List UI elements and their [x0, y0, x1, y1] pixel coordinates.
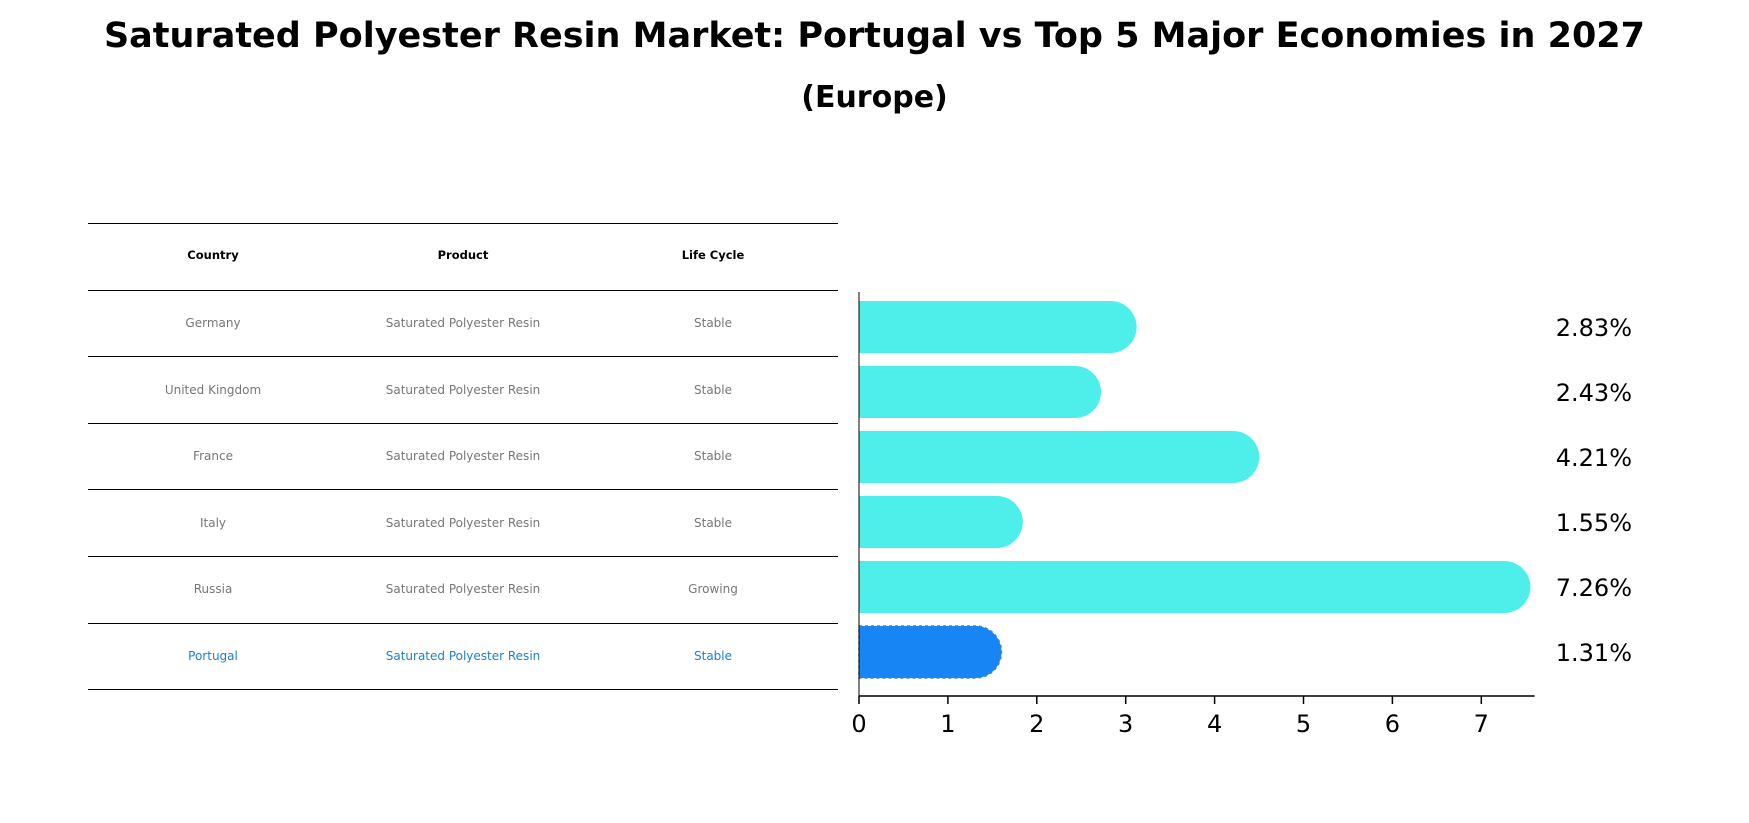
table-cell-life-cycle: Stable	[693, 515, 733, 530]
table-cell-country: Italy	[199, 515, 227, 530]
table-cell-product: Saturated Polyester Resin	[385, 315, 541, 330]
bar-france	[859, 431, 1260, 483]
table-cell-country: Russia	[193, 582, 233, 597]
x-tick-label: 6	[1385, 710, 1400, 738]
table-cell-country: France	[193, 449, 233, 464]
table-header: Life Cycle	[681, 248, 745, 263]
value-label: 2.83%	[1556, 314, 1632, 342]
table-rule	[88, 223, 838, 224]
chart-subtitle: (Europe)	[801, 80, 948, 115]
table-cell-product: Saturated Polyester Resin	[385, 382, 541, 397]
table-cell-country: Portugal	[188, 648, 238, 663]
table-rule	[88, 356, 838, 358]
x-tick-label: 4	[1207, 710, 1222, 738]
bar-united-kingdom	[859, 366, 1102, 418]
bar-russia	[859, 561, 1531, 613]
table-cell-life-cycle: Stable	[693, 382, 733, 397]
value-label: 4.21%	[1556, 444, 1632, 472]
value-label: 2.43%	[1556, 379, 1632, 407]
x-tick-label: 2	[1029, 710, 1044, 738]
table-cell-product: Saturated Polyester Resin	[385, 449, 541, 464]
table-rule	[88, 556, 838, 557]
table-rule	[88, 622, 838, 624]
table-rule	[88, 489, 838, 491]
bar-portugal	[858, 625, 1003, 679]
table-rule	[88, 289, 838, 291]
table-rule	[88, 689, 838, 691]
value-label: 7.26%	[1556, 574, 1632, 602]
table-cell-life-cycle: Stable	[693, 449, 733, 464]
value-label: 1.55%	[1556, 509, 1632, 537]
chart-title: Saturated Polyester Resin Market: Portug…	[103, 16, 1646, 56]
table-cell-product: Saturated Polyester Resin	[385, 515, 541, 530]
bar-germany	[859, 301, 1137, 353]
x-tick-label: 5	[1296, 710, 1311, 738]
value-label: 1.31%	[1556, 639, 1632, 667]
x-tick-label: 3	[1118, 710, 1133, 738]
x-tick-label: 0	[851, 710, 866, 738]
table-cell-product: Saturated Polyester Resin	[385, 648, 541, 663]
table-header: Country	[187, 248, 239, 263]
table-cell-life-cycle: Stable	[693, 315, 733, 330]
x-tick-label: 7	[1474, 710, 1489, 738]
x-tick-label: 1	[940, 710, 955, 738]
table-cell-country: United Kingdom	[164, 382, 262, 397]
table-cell-product: Saturated Polyester Resin	[385, 582, 541, 597]
table-rule	[88, 422, 838, 424]
table-cell-life-cycle: Stable	[693, 648, 733, 663]
table-header: Product	[437, 248, 489, 263]
table-cell-country: Germany	[185, 315, 241, 330]
table-cell-life-cycle: Growing	[688, 582, 738, 597]
bar-italy	[859, 496, 1023, 548]
